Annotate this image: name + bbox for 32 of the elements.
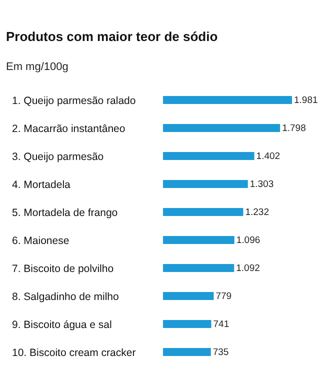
bar [163, 152, 254, 160]
data-label: 779 [216, 291, 232, 302]
bar [163, 236, 234, 244]
bar [163, 208, 244, 216]
data-label: 741 [213, 319, 230, 330]
y-tick-label: 2. Macarrão instantâneo [12, 123, 126, 135]
data-label: 1.096 [236, 235, 260, 246]
y-tick-label: 9. Biscoito água e sal [12, 319, 112, 331]
bar [163, 320, 212, 328]
y-tick-label: 1. Queijo parmesão ralado [12, 95, 136, 107]
y-tick-label: 3. Queijo parmesão [12, 151, 104, 163]
bar [163, 292, 214, 300]
bar [163, 124, 280, 132]
y-tick-label: 7. Biscoito de polvilho [12, 263, 114, 275]
data-label: 1.402 [256, 151, 280, 162]
data-label: 1.798 [282, 123, 306, 134]
data-label: 735 [212, 347, 229, 358]
bar [163, 348, 211, 356]
data-label: 1.303 [250, 179, 274, 190]
y-tick-label: 6. Maionese [12, 235, 70, 247]
text: Em mg/100g [6, 61, 68, 73]
data-label: 1.092 [236, 263, 260, 274]
bar [163, 180, 248, 188]
bar [163, 96, 292, 104]
y-tick-label: 4. Mortadela [12, 179, 71, 191]
y-tick-label: 8. Salgadinho de milho [12, 291, 119, 303]
bar [163, 264, 234, 272]
data-label: 1.981 [294, 95, 318, 106]
y-tick-label: 5. Mortadela de frango [12, 207, 118, 219]
y-tick-label: 10. Biscoito cream cracker [12, 347, 136, 359]
chart-title: Produtos com maior teor de sódio [6, 29, 218, 44]
data-label: 1.232 [245, 207, 270, 218]
